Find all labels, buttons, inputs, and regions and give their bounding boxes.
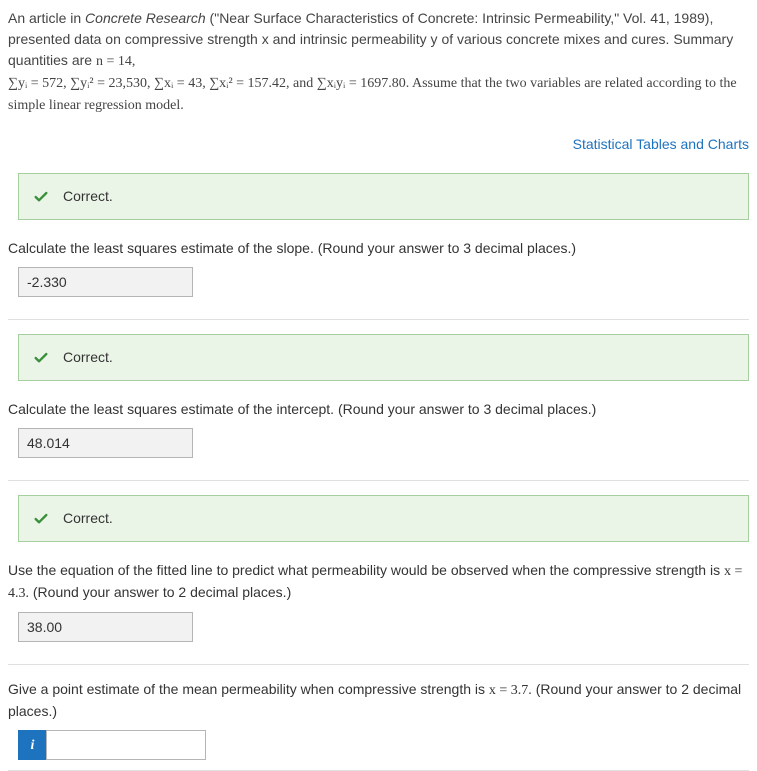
q3-text-b: (Round your answer to 2 decimal places.) [29, 584, 291, 600]
check-icon [33, 511, 49, 527]
separator [8, 319, 749, 320]
info-icon: i [31, 735, 35, 756]
separator [8, 480, 749, 481]
question-2: Calculate the least squares estimate of … [8, 399, 749, 420]
q4-xval: x = 3.7. [489, 683, 532, 698]
check-icon [33, 189, 49, 205]
n-equation: n = 14, [96, 54, 135, 69]
problem-statement: An article in Concrete Research ("Near S… [8, 8, 749, 116]
q4-text-a: Give a point estimate of the mean permea… [8, 681, 489, 697]
feedback-box-1: Correct. [18, 173, 749, 220]
question-3: Use the equation of the fitted line to p… [8, 560, 749, 604]
feedback-label: Correct. [63, 186, 113, 207]
check-icon [33, 350, 49, 366]
answer-input-mean-estimate[interactable] [46, 730, 206, 760]
info-button[interactable]: i [18, 730, 46, 760]
answer-input-slope[interactable] [18, 267, 193, 297]
intro-prefix: An article in [8, 10, 85, 26]
q3-text-a: Use the equation of the fitted line to p… [8, 562, 724, 578]
feedback-label: Correct. [63, 347, 113, 368]
sums-line: ∑yᵢ = 572, ∑yᵢ² = 23,530, ∑xᵢ = 43, ∑xᵢ²… [8, 76, 737, 113]
pending-answer-row: i [18, 730, 749, 760]
question-4: Give a point estimate of the mean permea… [8, 679, 749, 722]
separator [8, 664, 749, 665]
feedback-label: Correct. [63, 508, 113, 529]
answer-input-intercept[interactable] [18, 428, 193, 458]
feedback-box-2: Correct. [18, 334, 749, 381]
journal-name: Concrete Research [85, 10, 206, 26]
question-1: Calculate the least squares estimate of … [8, 238, 749, 259]
statistical-tables-link[interactable]: Statistical Tables and Charts [573, 136, 749, 152]
tables-link-row: Statistical Tables and Charts [8, 134, 749, 155]
feedback-box-3: Correct. [18, 495, 749, 542]
